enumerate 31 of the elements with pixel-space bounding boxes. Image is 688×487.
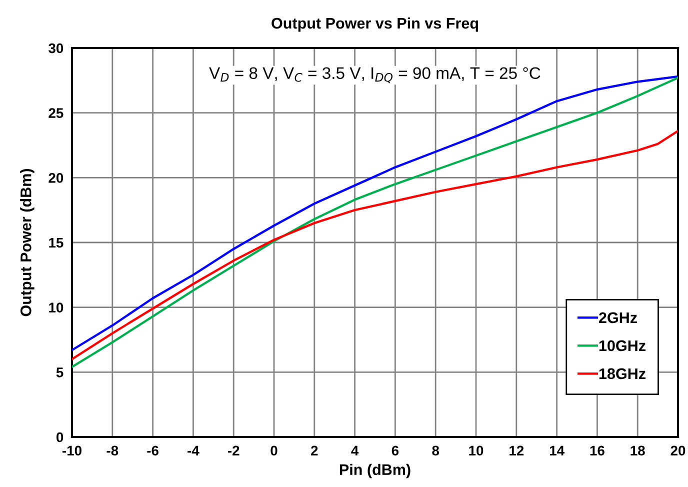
x-tick-label: 12: [510, 446, 524, 456]
x-tick-label: 6: [392, 446, 399, 456]
x-tick-label: 18: [630, 446, 645, 456]
x-tick-label: 4: [351, 446, 359, 456]
annotation: V$_{D}$ = 8 V, V$_{C}$ = 3.5 V, I$_{DQ}$ = 90 mA, T = 25 °C: [209, 67, 540, 84]
y-tick-label: 20: [48, 173, 64, 183]
chart-title: Output Power vs Pin vs Freq: [272, 17, 478, 32]
x-axis-title: Pin (dBm): [340, 464, 410, 478]
y-tick-label: 30: [48, 43, 64, 54]
x-tick-label: 2: [311, 446, 318, 456]
y-tick-label: 15: [49, 238, 64, 248]
x-tick-label: 0: [270, 446, 278, 456]
x-tick-label: 14: [550, 446, 564, 456]
x-tick-label: -8: [106, 446, 118, 456]
y-tick-label: 0: [56, 432, 64, 442]
y-axis-title: Output Power (dBm): [20, 168, 34, 316]
x-tick-label: -2: [228, 446, 240, 456]
legend-label: 2GHz: [599, 312, 637, 324]
y-tick-label: 10: [49, 302, 64, 313]
x-tick-label: -10: [62, 446, 82, 456]
x-tick-label: 16: [590, 446, 604, 456]
x-tick-label: 10: [469, 446, 484, 456]
x-tick-label: 8: [432, 446, 440, 456]
legend-label: 10GHz: [599, 340, 646, 352]
y-tick-label: 5: [56, 368, 64, 378]
y-tick-label: 25: [48, 108, 64, 118]
x-tick-label: -6: [147, 446, 158, 456]
line-series: [72, 130, 678, 360]
x-tick-label: 20: [670, 446, 686, 456]
x-tick-label: -4: [188, 446, 200, 456]
legend-label: 18GHz: [599, 368, 646, 380]
